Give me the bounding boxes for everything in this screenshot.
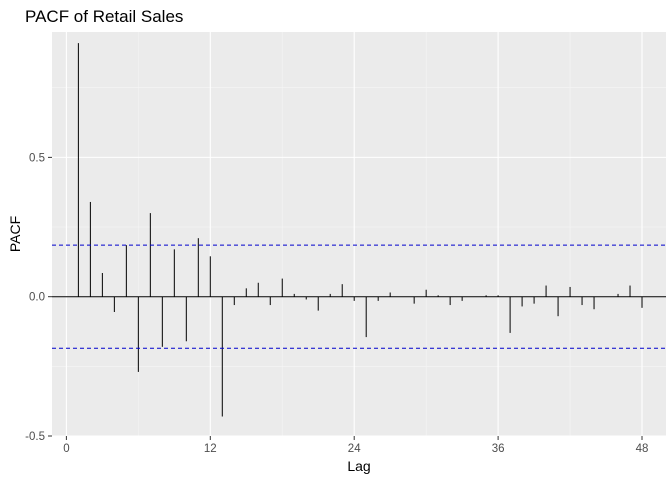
y-axis: -0.5 0.0 0.5 (25, 152, 52, 443)
x-axis-title: Lag (347, 458, 370, 474)
y-tick-label: -0.5 (25, 431, 45, 443)
x-tick-label: 12 (204, 443, 217, 455)
y-tick-label: 0.0 (29, 292, 45, 304)
plot-panel (52, 32, 666, 436)
y-tick-label: 0.5 (29, 152, 45, 164)
x-tick-label: 48 (636, 443, 649, 455)
confidence-bounds (52, 244, 666, 349)
x-axis: 0 12 24 36 48 (63, 436, 648, 455)
x-tick-label: 24 (348, 443, 361, 455)
y-axis-title: PACF (7, 216, 23, 252)
x-tick-label: 0 (63, 443, 69, 455)
x-tick-label: 36 (492, 443, 505, 455)
pacf-bars (77, 43, 643, 417)
grid-minor (52, 32, 666, 436)
chart-title: PACF of Retail Sales (25, 7, 183, 26)
